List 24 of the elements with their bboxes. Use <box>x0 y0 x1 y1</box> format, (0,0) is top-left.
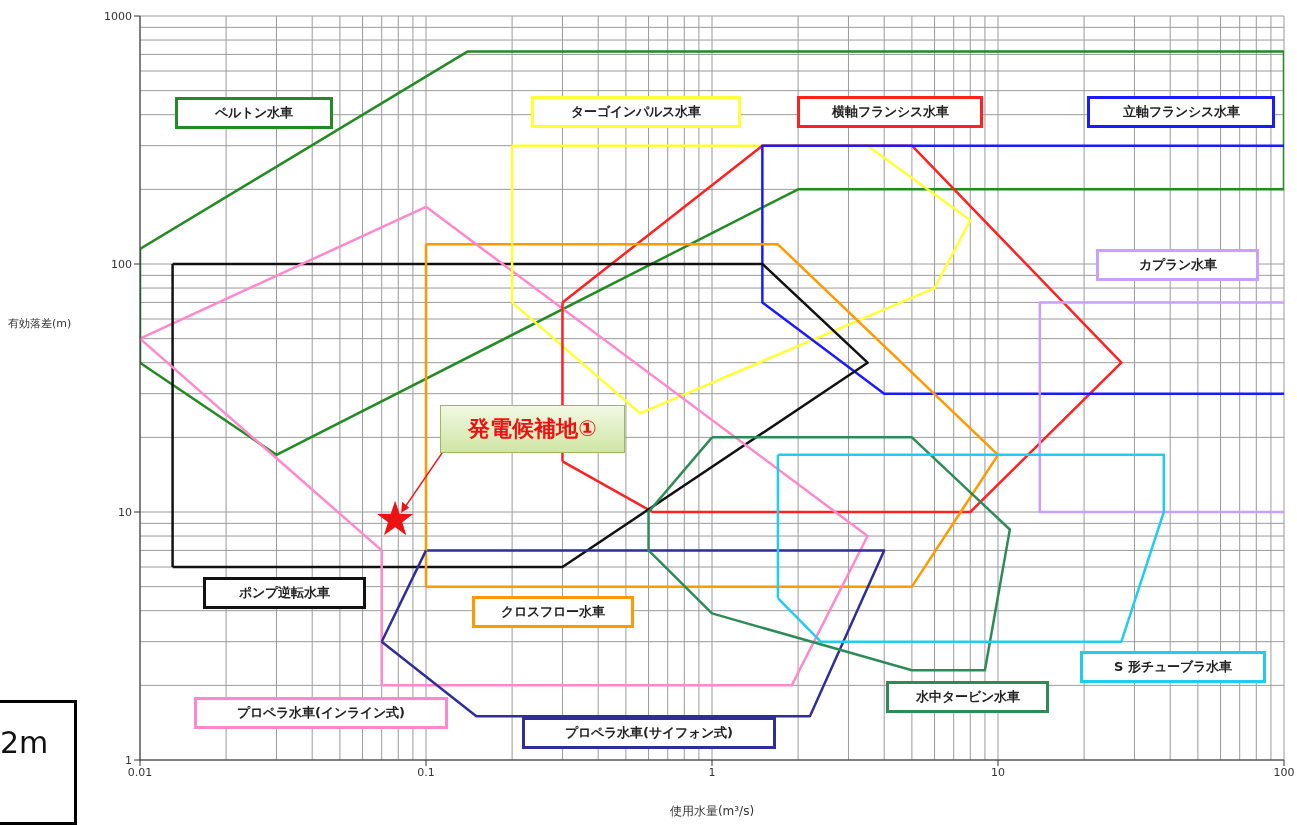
label-box: 立軸フランシス水車 <box>1087 96 1275 128</box>
label-box: ペルトン水車 <box>175 97 333 129</box>
text: 2m <box>0 700 77 825</box>
label-box: 横軸フランシス水車 <box>797 96 983 128</box>
label-box: 水中タービン水車 <box>886 681 1049 713</box>
x-tick-label: 10 <box>991 765 1005 779</box>
y-axis-title: 有効落差(m) <box>8 316 72 331</box>
x-tick-label: 1 <box>708 765 716 779</box>
label-box: クロスフロー水車 <box>472 596 634 628</box>
label-box: S 形チューブラ水車 <box>1080 651 1266 683</box>
x-tick-label: 0.01 <box>127 765 153 779</box>
y-tick-label: 1000 <box>104 9 132 23</box>
y-tick-label: 100 <box>111 257 132 271</box>
label-box: ターゴインパルス水車 <box>531 96 741 128</box>
x-axis-title: 使用水量(m³/s) <box>668 803 756 820</box>
x-tick-label: 100 <box>1273 765 1295 779</box>
x-tick-label: 0.1 <box>417 765 435 779</box>
callout-box: 発電候補地① <box>440 404 626 453</box>
label-box: プロペラ水車(サイフォン式) <box>522 717 776 749</box>
y-tick-label: 10 <box>118 505 132 519</box>
label-box: カプラン水車 <box>1096 249 1259 281</box>
label-box: プロペラ水車(インライン式) <box>194 697 448 729</box>
y-tick-label: 1 <box>125 753 132 767</box>
label-box: ポンプ逆転水車 <box>203 577 366 609</box>
